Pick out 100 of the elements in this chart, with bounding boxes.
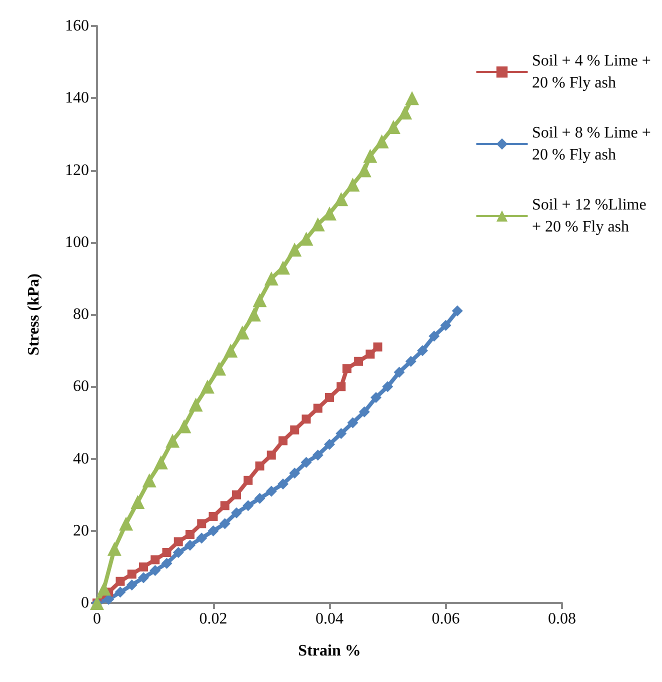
point	[139, 562, 148, 572]
y-tick-label: 40	[73, 450, 89, 468]
point	[370, 392, 382, 403]
point	[382, 381, 394, 392]
point	[310, 217, 325, 232]
y-tick-label: 140	[65, 90, 89, 107]
point	[325, 392, 334, 402]
y-tick-label: 160	[65, 18, 89, 34]
point	[347, 417, 358, 428]
point	[188, 398, 203, 412]
point	[334, 192, 348, 206]
point	[184, 540, 196, 551]
x-tick-label: 0	[93, 610, 101, 628]
point	[208, 512, 218, 521]
point	[266, 450, 276, 460]
x-tick-label: 0.04	[316, 610, 344, 628]
point	[142, 473, 156, 488]
point	[288, 242, 302, 257]
point	[107, 542, 122, 556]
point	[200, 380, 214, 394]
point	[405, 356, 416, 367]
y-tick-label: 0	[81, 594, 89, 612]
point	[252, 293, 267, 308]
point	[398, 106, 412, 120]
point	[313, 404, 322, 413]
point	[177, 419, 192, 434]
y-tick-label: 100	[65, 234, 89, 251]
y-tick-label: 120	[65, 162, 89, 179]
point	[255, 461, 264, 470]
x-tick-label: 0.08	[548, 610, 576, 628]
point	[405, 91, 420, 106]
point	[212, 362, 226, 376]
point	[224, 344, 238, 358]
point	[374, 134, 389, 148]
point	[154, 455, 168, 470]
point	[235, 326, 250, 340]
point	[289, 468, 300, 479]
point	[266, 486, 277, 497]
point	[126, 579, 138, 590]
point	[174, 537, 183, 546]
point	[440, 320, 452, 331]
legend-label: Soil + 8 % Lime + 20 % Fly ash	[532, 124, 655, 164]
x-tick-label: 0.02	[199, 610, 228, 628]
point	[150, 565, 161, 576]
point	[354, 356, 364, 366]
point	[208, 525, 219, 536]
point	[264, 271, 278, 286]
point	[197, 519, 206, 528]
point	[300, 456, 312, 468]
point	[302, 414, 311, 424]
point	[166, 434, 180, 448]
point	[161, 558, 172, 569]
point	[219, 518, 230, 530]
point	[278, 436, 288, 446]
point	[114, 586, 126, 598]
point	[231, 507, 242, 518]
point	[116, 576, 125, 586]
point	[276, 260, 290, 275]
point	[138, 572, 149, 584]
point	[358, 406, 370, 418]
point	[452, 305, 463, 316]
x-axis-title: Strain %	[298, 642, 361, 660]
legend-label: Soil + 12 %Llime + 20 % Fly ash	[532, 196, 650, 236]
point	[278, 478, 288, 490]
point	[357, 163, 372, 178]
point	[242, 500, 254, 512]
point	[373, 342, 382, 352]
point	[246, 308, 261, 322]
point	[162, 548, 172, 558]
point	[312, 450, 324, 461]
point	[186, 530, 194, 539]
y-axis-title: Stress (kPa)	[26, 274, 42, 356]
point	[196, 532, 208, 544]
point	[336, 382, 346, 392]
point	[220, 501, 230, 510]
point	[417, 345, 428, 356]
point	[336, 428, 347, 440]
point	[346, 178, 360, 192]
point	[172, 547, 184, 558]
point	[150, 555, 160, 564]
legend-label: Soil + 4 % Lime + 20 % Fly ash	[532, 52, 655, 92]
point	[119, 516, 134, 531]
point	[127, 570, 136, 579]
point	[232, 490, 241, 500]
y-tick-label: 60	[73, 378, 89, 396]
point	[363, 148, 378, 163]
point	[386, 120, 400, 134]
x-tick-label: 0.06	[432, 610, 460, 628]
point	[324, 438, 335, 450]
y-tick-label: 80	[73, 306, 89, 323]
point	[244, 476, 253, 485]
point	[96, 582, 111, 596]
point	[130, 495, 145, 510]
point	[428, 330, 440, 342]
point	[342, 364, 352, 374]
point	[290, 425, 300, 434]
point	[254, 492, 266, 504]
point	[394, 366, 405, 378]
point	[366, 350, 375, 359]
y-tick-label: 20	[73, 522, 89, 540]
